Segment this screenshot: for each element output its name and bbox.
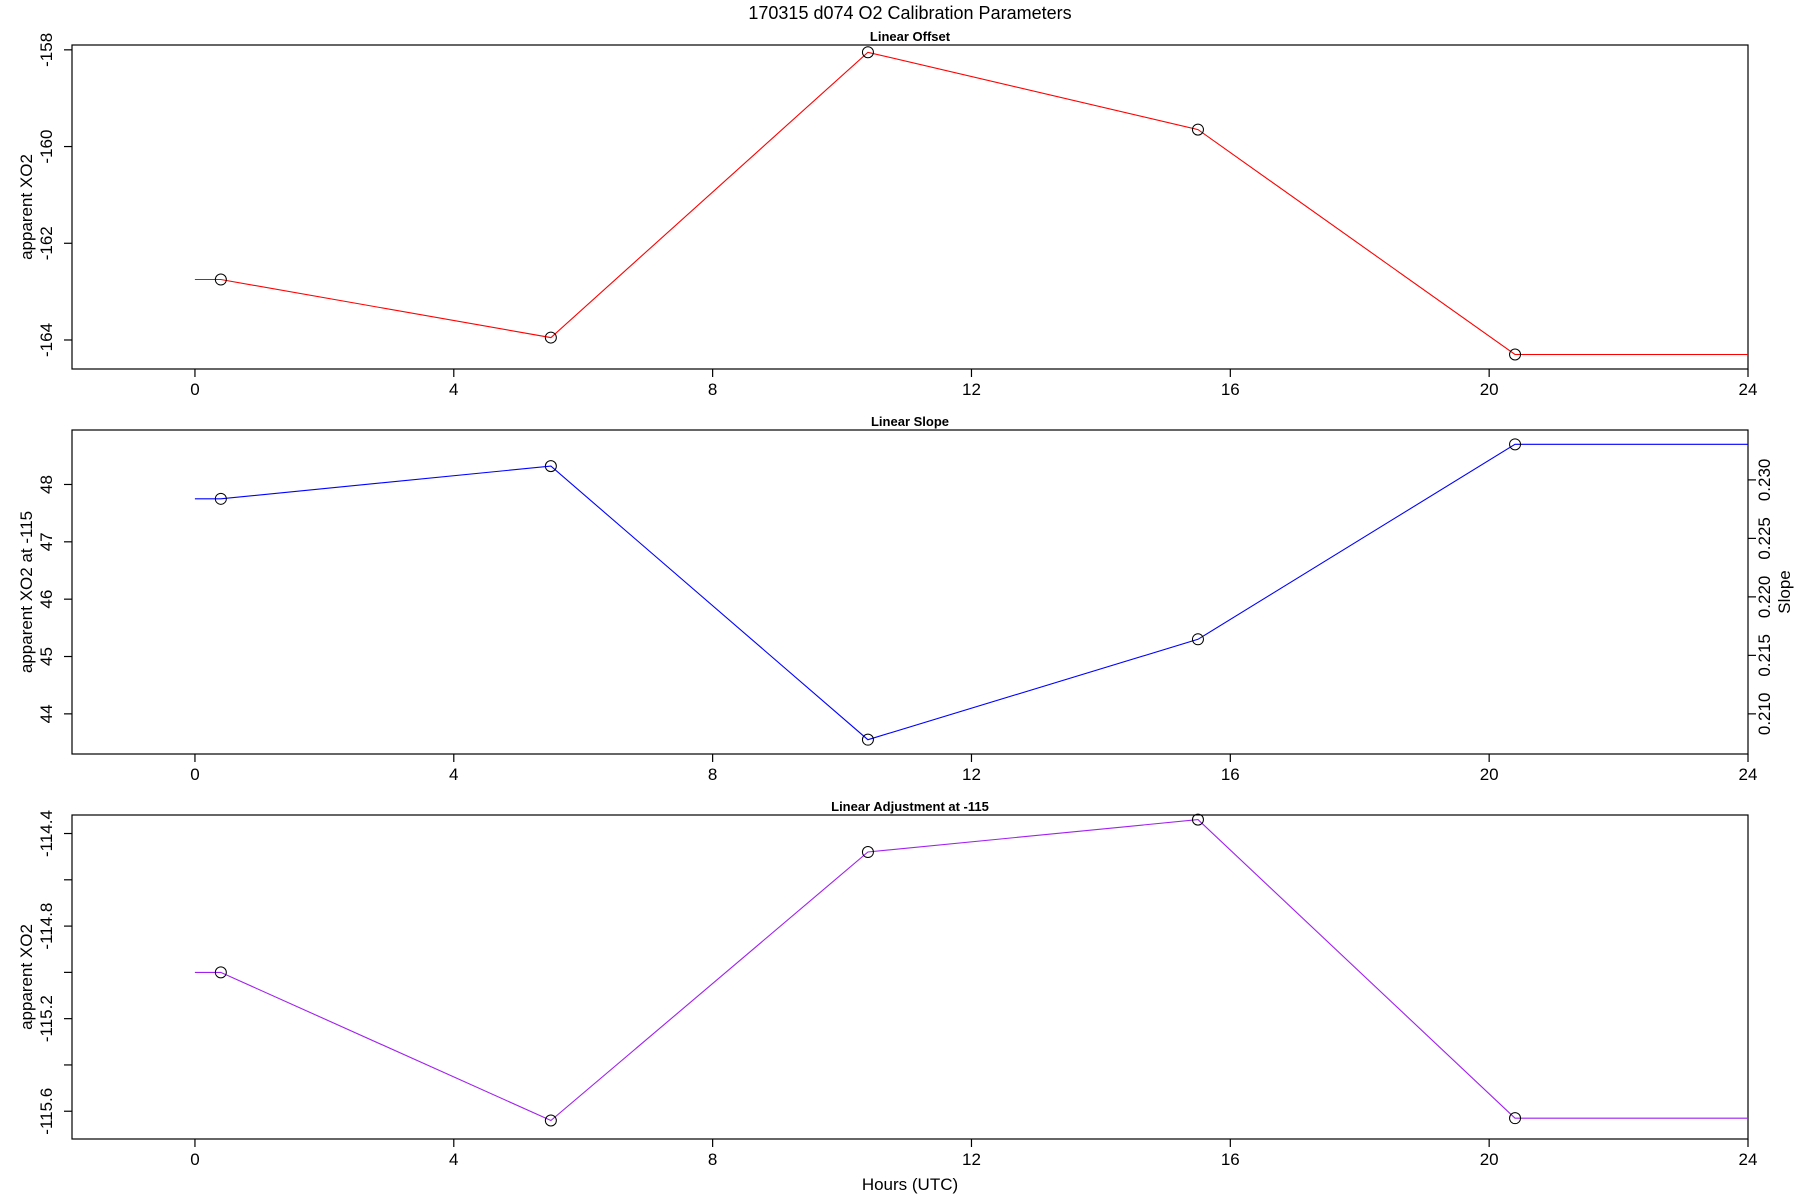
x-tick-label: 24	[1739, 1150, 1758, 1169]
data-point	[861, 733, 874, 746]
y-tick-label: 44	[37, 704, 56, 723]
x-tick-label: 8	[708, 380, 717, 399]
y2-tick-label: 0.220	[1755, 576, 1774, 619]
x-tick-label: 16	[1221, 1150, 1240, 1169]
y2-axis-label: Slope	[1775, 570, 1794, 613]
series-line	[194, 51, 1748, 356]
x-tick-label: 12	[962, 380, 981, 399]
y-tick-label: 45	[37, 647, 56, 666]
y-tick-label: 48	[37, 475, 56, 494]
x-axis-label: Hours (UTC)	[862, 1175, 958, 1194]
y-tick-label: -160	[37, 130, 56, 164]
y-tick-label: -114.4	[37, 810, 56, 857]
y-tick-label: -115.2	[37, 995, 56, 1042]
y2-tick-label: 0.215	[1755, 634, 1774, 677]
y-tick-label: -158	[37, 33, 56, 67]
data-point	[1509, 438, 1522, 451]
y-tick-label: -164	[37, 323, 56, 357]
panel-title: Linear Adjustment at -115	[831, 799, 989, 814]
plot-frame	[71, 44, 1749, 370]
y-axis-label: apparent XO2	[17, 924, 36, 1030]
series-line	[194, 443, 1748, 741]
data-point	[1191, 123, 1204, 136]
x-tick-label: 16	[1221, 765, 1240, 784]
x-tick-label: 0	[190, 1150, 199, 1169]
x-tick-label: 24	[1739, 765, 1758, 784]
x-tick-label: 16	[1221, 380, 1240, 399]
plot-frame	[71, 814, 1749, 1140]
x-tick-label: 12	[962, 765, 981, 784]
x-tick-label: 20	[1480, 1150, 1499, 1169]
plot-frame	[71, 429, 1749, 755]
y-axis-label: apparent XO2	[17, 154, 36, 260]
data-point	[544, 331, 557, 344]
x-tick-label: 0	[190, 765, 199, 784]
data-point	[1191, 633, 1204, 646]
x-tick-label: 20	[1480, 765, 1499, 784]
data-point	[214, 492, 227, 505]
data-point	[214, 966, 227, 979]
x-tick-label: 4	[449, 380, 458, 399]
data-point	[544, 460, 557, 473]
x-tick-label: 0	[190, 380, 199, 399]
x-tick-label: 8	[708, 765, 717, 784]
figure-title: 170315 d074 O2 Calibration Parameters	[748, 3, 1071, 23]
data-point	[861, 846, 874, 859]
y-tick-label: 47	[37, 532, 56, 551]
data-point	[1509, 348, 1522, 361]
series-line	[194, 819, 1748, 1122]
x-tick-label: 20	[1480, 380, 1499, 399]
y-tick-label: -115.6	[37, 1088, 56, 1135]
y2-tick-label: 0.210	[1755, 693, 1774, 736]
x-tick-label: 4	[449, 1150, 458, 1169]
data-point	[1191, 813, 1204, 826]
panel-3: Linear Adjustment at -115 0 4 8 12 16 20 24 -115…	[17, 799, 1757, 1169]
data-point	[1509, 1112, 1522, 1125]
panel-title: Linear Slope	[871, 414, 949, 429]
y-axis-label: apparent XO2 at -115	[17, 511, 36, 673]
data-point	[214, 273, 227, 286]
x-tick-label: 24	[1739, 380, 1758, 399]
data-point	[544, 1114, 557, 1127]
panel-title: Linear Offset	[870, 29, 951, 44]
x-tick-label: 12	[962, 1150, 981, 1169]
y-tick-label: -114.8	[37, 903, 56, 950]
x-tick-label: 4	[449, 765, 458, 784]
y2-tick-label: 0.230	[1755, 459, 1774, 502]
y-tick-label: -162	[37, 226, 56, 260]
x-tick-label: 8	[708, 1150, 717, 1169]
data-point	[861, 46, 874, 59]
y2-tick-label: 0.225	[1755, 517, 1774, 560]
panel-1: Linear Offset 0 4 8 12 16 20 24 -164 -162 -160 -158…	[17, 29, 1757, 399]
y-tick-label: 46	[37, 590, 56, 609]
